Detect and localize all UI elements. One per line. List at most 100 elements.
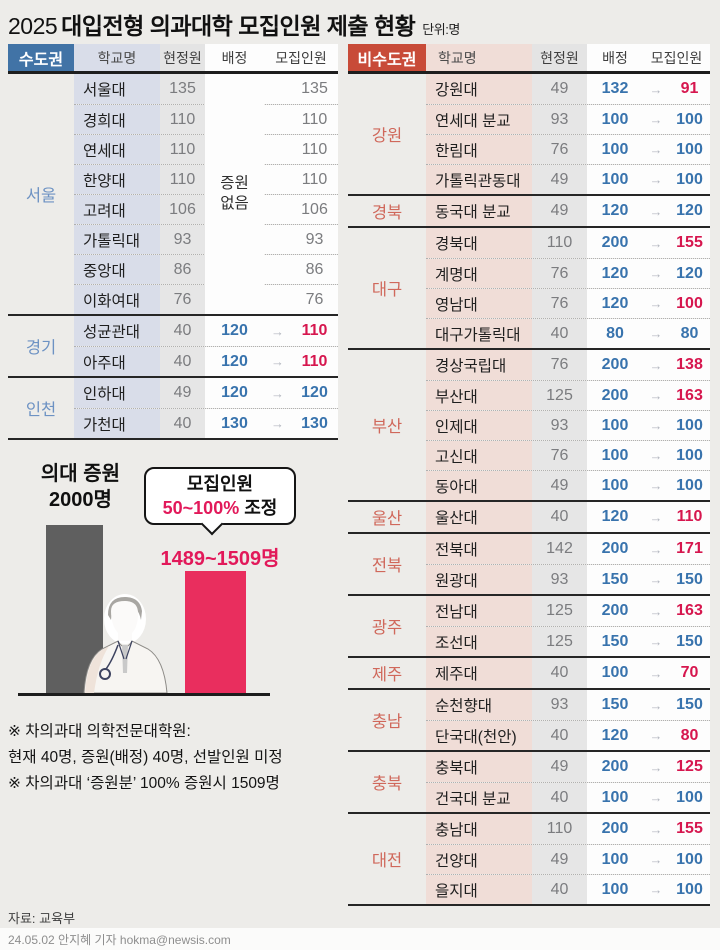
current-quota-cell: 40 xyxy=(160,316,205,346)
table-row: 건국대 분교 40 100 → 100 xyxy=(426,782,710,812)
region-rows: 전남대 125 200 → 163 조선대 125 150 → 150 xyxy=(426,596,710,656)
assigned-quota-cell: 120 xyxy=(587,289,643,318)
school-name-cell: 동아대 xyxy=(426,471,532,500)
recruit-count-cell: 93 xyxy=(291,225,338,254)
current-quota-cell: 76 xyxy=(532,135,587,164)
current-quota-cell: 125 xyxy=(532,381,587,410)
recruit-count-cell: 100 xyxy=(669,441,710,470)
bubble-highlight: 50~100% xyxy=(162,498,240,518)
assigned-quota-cell: 200 xyxy=(587,534,643,564)
arrow-right-icon: → xyxy=(643,502,669,532)
current-quota-cell: 106 xyxy=(160,195,205,224)
region-label: 제주 xyxy=(371,666,403,684)
region-label: 강원 xyxy=(371,127,403,145)
capital-table-header: 수도권 학교명 현정원 배정 모집인원 xyxy=(8,44,338,74)
table-row: 영남대 76 120 → 100 xyxy=(426,288,710,318)
region-label: 울산 xyxy=(371,510,403,528)
school-name-cell: 가천대 xyxy=(74,409,160,438)
assigned-quota-cell: 100 xyxy=(587,875,643,904)
recruit-count-cell: 100 xyxy=(669,105,710,134)
current-quota-cell: 76 xyxy=(532,289,587,318)
noncapital-badge: 비수도권 xyxy=(348,44,426,71)
current-quota-cell: 40 xyxy=(532,783,587,812)
table-row: 원광대 93 150 → 150 xyxy=(426,564,710,594)
current-quota-cell: 110 xyxy=(160,135,205,164)
current-quota-cell: 93 xyxy=(532,105,587,134)
current-quota-cell: 49 xyxy=(532,845,587,874)
arrow-right-icon xyxy=(264,225,291,254)
increase-label-line1: 의대 증원 xyxy=(40,463,121,485)
recruit-count-cell: 110 xyxy=(291,135,338,164)
source-label: 자료: 교육부 xyxy=(8,911,76,926)
increase-label: 의대 증원 2000명 xyxy=(8,461,153,513)
assigned-quota-cell: 100 xyxy=(587,658,643,688)
recruit-count-cell: 150 xyxy=(669,565,710,594)
column-header-school: 학교명 xyxy=(74,44,160,71)
school-name-cell: 한림대 xyxy=(426,135,532,164)
table-row: 가톨릭관동대 49 100 → 100 xyxy=(426,164,710,194)
unit-label: 단위:명 xyxy=(422,22,460,37)
capital-table: 수도권 학교명 현정원 배정 모집인원 서울 서울대 135 135 경희대 110 110… xyxy=(8,44,338,440)
table-row: 고신대 76 100 → 100 xyxy=(426,440,710,470)
chart-baseline xyxy=(18,693,270,696)
column-header-school: 학교명 xyxy=(426,44,532,71)
region-group: 충북 충북대 49 200 → 125 건국대 분교 40 100 → 100 xyxy=(348,750,710,812)
assigned-quota-cell: 200 xyxy=(587,814,643,844)
school-name-cell: 가톨릭대 xyxy=(74,225,160,254)
table-row: 경상국립대 76 200 → 138 xyxy=(426,350,710,380)
recruit-count-cell: 120 xyxy=(669,196,710,226)
table-row: 경북대 110 200 → 155 xyxy=(426,228,710,258)
region-rows: 순천향대 93 150 → 150 단국대(천안) 40 120 → 80 xyxy=(426,690,710,750)
arrow-right-icon: → xyxy=(643,783,669,812)
table-row: 대구가톨릭대 40 80 → 80 xyxy=(426,318,710,348)
current-quota-cell: 49 xyxy=(532,165,587,194)
region-label: 충남 xyxy=(371,713,403,731)
region-group: 전북 전북대 142 200 → 171 원광대 93 150 → 150 xyxy=(348,532,710,594)
arrow-right-icon: → xyxy=(643,845,669,874)
region-rows: 동국대 분교 49 120 → 120 xyxy=(426,196,710,226)
school-name-cell: 을지대 xyxy=(426,875,532,904)
recruit-count-cell: 80 xyxy=(669,319,710,348)
current-quota-cell: 49 xyxy=(532,752,587,782)
school-name-cell: 한양대 xyxy=(74,165,160,194)
noncapital-table: 비수도권 학교명 현정원 배정 모집인원 강원 강원대 49 132 → 91 연세대 분교… xyxy=(348,44,710,906)
arrow-right-icon: → xyxy=(643,228,669,258)
region-group: 제주 제주대 40 100 → 70 xyxy=(348,656,710,688)
arrow-right-icon: → xyxy=(643,627,669,656)
arrow-right-icon: → xyxy=(643,74,669,104)
assigned-quota-cell: 100 xyxy=(587,783,643,812)
recruit-count-cell: 120 xyxy=(291,378,338,408)
arrow-right-icon xyxy=(264,135,291,164)
assigned-quota-cell: 120 xyxy=(587,721,643,750)
arrow-right-icon: → xyxy=(643,105,669,134)
school-name-cell: 전남대 xyxy=(426,596,532,626)
recruit-count-cell: 100 xyxy=(669,845,710,874)
doctor-illustration xyxy=(83,594,168,693)
region-rows: 제주대 40 100 → 70 xyxy=(426,658,710,688)
school-name-cell: 중앙대 xyxy=(74,255,160,284)
recruit-count-cell: 163 xyxy=(669,381,710,410)
capital-badge: 수도권 xyxy=(8,44,74,71)
region-group: 광주 전남대 125 200 → 163 조선대 125 150 → 150 xyxy=(348,594,710,656)
bubble-subtitle: 50~100% 조정 xyxy=(163,496,278,520)
school-name-cell: 인하대 xyxy=(74,378,160,408)
table-row: 인하대 49 120 → 120 xyxy=(74,378,338,408)
table-row: 동아대 49 100 → 100 xyxy=(426,470,710,500)
region-label: 경기 xyxy=(25,339,57,357)
current-quota-cell: 49 xyxy=(532,196,587,226)
current-quota-cell: 40 xyxy=(532,721,587,750)
arrow-right-icon: → xyxy=(643,350,669,380)
no-increase-merged-cell: 증원 없음 xyxy=(205,75,264,313)
current-quota-cell: 110 xyxy=(160,165,205,194)
assigned-quota-cell: 120 xyxy=(205,378,264,408)
table-row: 충북대 49 200 → 125 xyxy=(426,752,710,782)
arrow-right-icon: → xyxy=(643,690,669,720)
arrow-right-icon: → xyxy=(643,135,669,164)
current-quota-cell: 76 xyxy=(532,441,587,470)
school-name-cell: 원광대 xyxy=(426,565,532,594)
current-quota-cell: 76 xyxy=(160,285,205,314)
table-row: 울산대 40 120 → 110 xyxy=(426,502,710,532)
school-name-cell: 순천향대 xyxy=(426,690,532,720)
current-quota-cell: 93 xyxy=(160,225,205,254)
region-group: 경북 동국대 분교 49 120 → 120 xyxy=(348,194,710,226)
